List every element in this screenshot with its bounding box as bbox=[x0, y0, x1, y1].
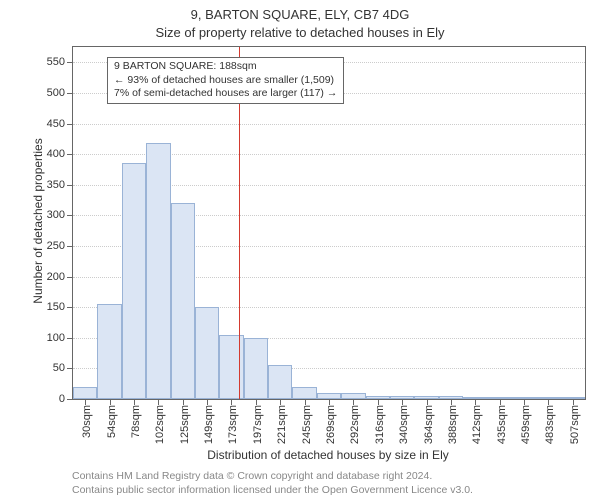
x-tick-label: 221sqm bbox=[276, 399, 288, 444]
plot-area: 05010015020025030035040045050055030sqm54… bbox=[72, 46, 586, 400]
annotation-line: 7% of semi-detached houses are larger (1… bbox=[114, 87, 337, 101]
y-tick-label: 400 bbox=[47, 148, 73, 160]
y-tick-label: 250 bbox=[47, 240, 73, 252]
chart-title: 9, BARTON SQUARE, ELY, CB7 4DG bbox=[0, 6, 600, 24]
histogram-bar bbox=[171, 203, 195, 399]
y-tick-label: 150 bbox=[47, 301, 73, 313]
annotation-box: 9 BARTON SQUARE: 188sqm← 93% of detached… bbox=[107, 57, 344, 104]
histogram-bar bbox=[122, 163, 146, 399]
x-tick-label: 292sqm bbox=[349, 399, 361, 444]
x-axis-label: Distribution of detached houses by size … bbox=[72, 448, 584, 462]
x-tick-label: 459sqm bbox=[520, 399, 532, 444]
y-tick-label: 500 bbox=[47, 87, 73, 99]
footer-line-2: Contains public sector information licen… bbox=[72, 484, 473, 496]
gridline bbox=[73, 124, 585, 125]
x-tick-label: 197sqm bbox=[252, 399, 264, 444]
x-tick-label: 269sqm bbox=[325, 399, 337, 444]
annotation-line: ← 93% of detached houses are smaller (1,… bbox=[114, 74, 337, 88]
x-tick-label: 125sqm bbox=[179, 399, 191, 444]
histogram-bar bbox=[146, 143, 170, 399]
y-axis-label: Number of detached properties bbox=[31, 121, 45, 321]
x-tick-label: 102sqm bbox=[154, 399, 166, 444]
x-tick-label: 149sqm bbox=[203, 399, 215, 444]
x-tick-label: 507sqm bbox=[569, 399, 581, 444]
y-tick-label: 0 bbox=[59, 393, 73, 405]
x-tick-label: 54sqm bbox=[106, 399, 118, 438]
y-tick-label: 300 bbox=[47, 209, 73, 221]
x-tick-label: 364sqm bbox=[423, 399, 435, 444]
y-tick-label: 100 bbox=[47, 332, 73, 344]
chart-container: 9, BARTON SQUARE, ELY, CB7 4DG Size of p… bbox=[0, 0, 600, 500]
annotation-line: 9 BARTON SQUARE: 188sqm bbox=[114, 60, 337, 74]
footer-line-1: Contains HM Land Registry data © Crown c… bbox=[72, 470, 432, 482]
x-tick-label: 435sqm bbox=[496, 399, 508, 444]
histogram-bar bbox=[268, 365, 292, 399]
y-tick-label: 350 bbox=[47, 179, 73, 191]
address-text: 9, BARTON SQUARE, ELY, CB7 4DG bbox=[191, 7, 410, 22]
x-tick-label: 340sqm bbox=[398, 399, 410, 444]
x-tick-label: 388sqm bbox=[447, 399, 459, 444]
histogram-bar bbox=[97, 304, 121, 399]
y-tick-label: 50 bbox=[53, 362, 73, 374]
x-tick-label: 245sqm bbox=[301, 399, 313, 444]
x-tick-label: 30sqm bbox=[81, 399, 93, 438]
x-tick-label: 483sqm bbox=[544, 399, 556, 444]
chart-subtitle: Size of property relative to detached ho… bbox=[0, 24, 600, 42]
histogram-bar bbox=[244, 338, 268, 399]
x-tick-label: 316sqm bbox=[374, 399, 386, 444]
x-tick-label: 173sqm bbox=[227, 399, 239, 444]
histogram-bar bbox=[73, 387, 97, 399]
y-tick-label: 450 bbox=[47, 118, 73, 130]
histogram-bar bbox=[292, 387, 316, 399]
x-tick-label: 78sqm bbox=[130, 399, 142, 438]
y-tick-label: 550 bbox=[47, 56, 73, 68]
y-tick-label: 200 bbox=[47, 271, 73, 283]
subtitle-text: Size of property relative to detached ho… bbox=[155, 25, 444, 40]
histogram-bar bbox=[195, 307, 219, 399]
x-tick-label: 412sqm bbox=[471, 399, 483, 444]
